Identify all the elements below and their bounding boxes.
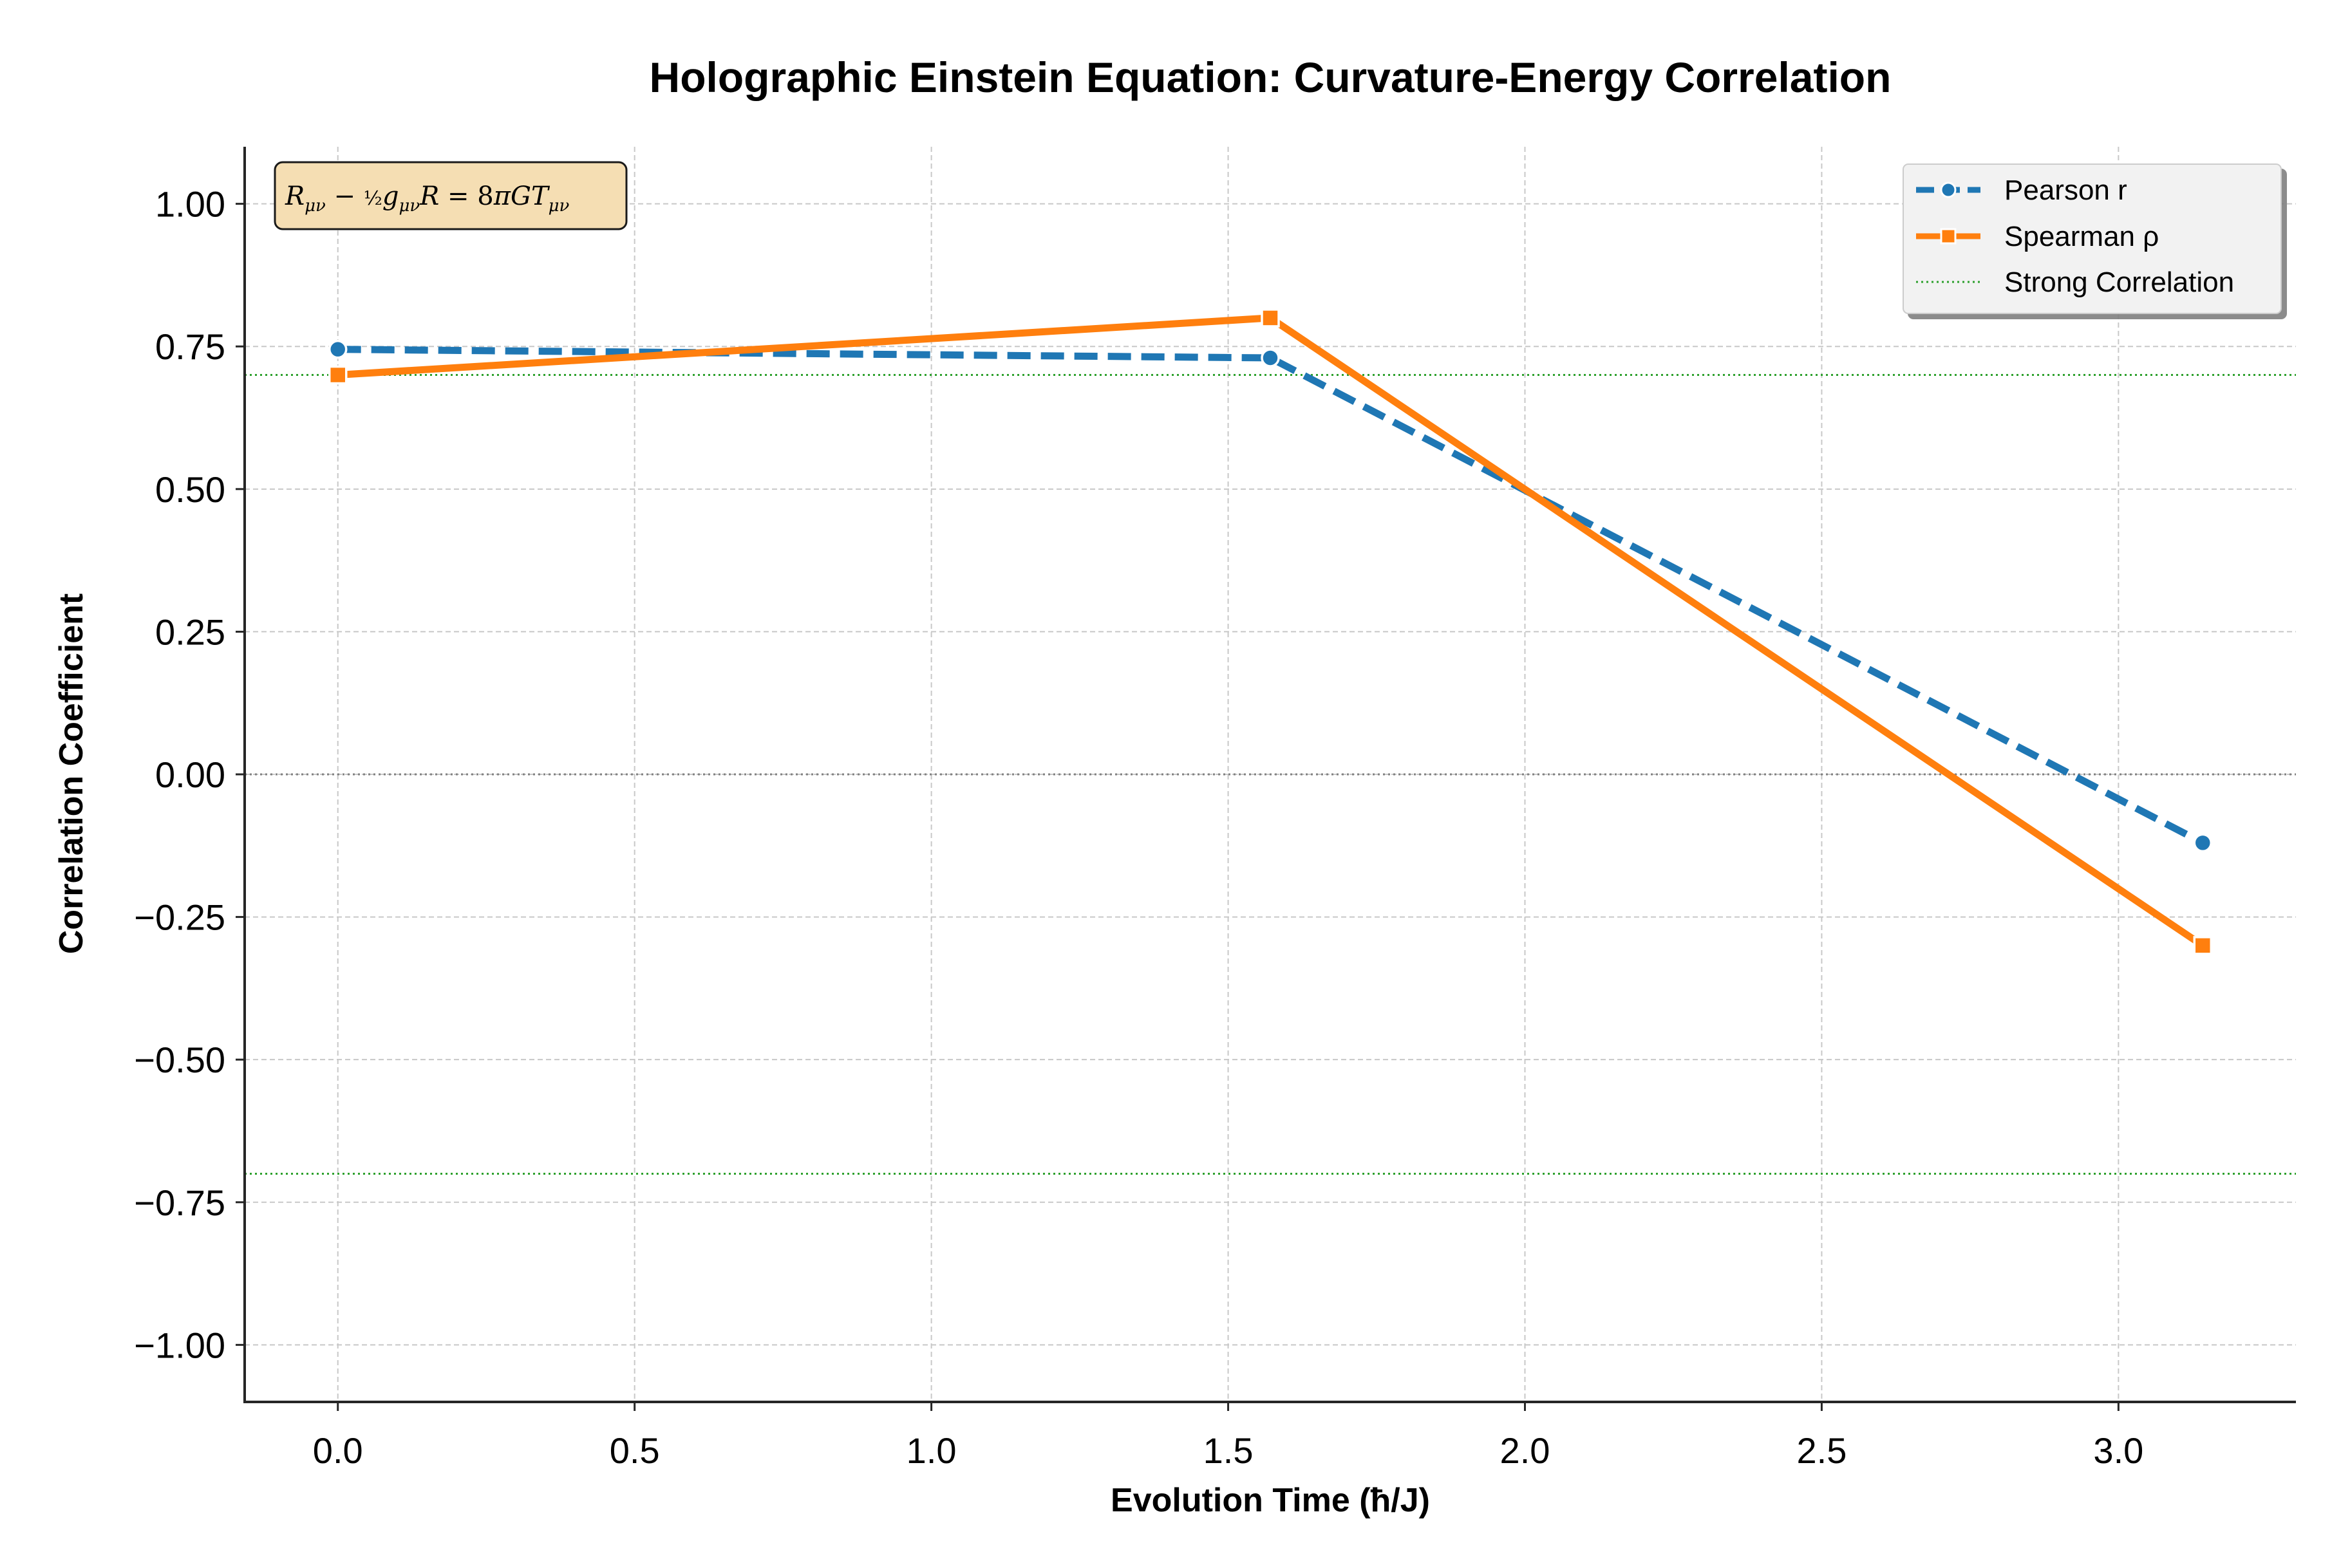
y-tick-label: −1.00: [134, 1325, 225, 1365]
series-lines: [328, 308, 2213, 955]
reference-lines: [245, 374, 2296, 1175]
legend-strong-label: Strong Correlation: [2004, 266, 2234, 298]
y-axis-label: Correlation Coefficient: [53, 593, 90, 955]
pearson-point: [2193, 833, 2213, 853]
legend-spearman-marker: [1940, 228, 1957, 245]
y-tick-label: −0.25: [134, 897, 225, 938]
legend-pearson-label: Pearson r: [2004, 174, 2127, 206]
formula-text: Rμν − ½gμνR = 8πGTμν: [285, 182, 570, 216]
y-tick-label: 0.00: [155, 754, 225, 795]
legend-spearman-label: Spearman ρ: [2004, 221, 2159, 252]
legend-item-strong: Strong Correlation: [1916, 266, 2234, 298]
chart-title: Holographic Einstein Equation: Curvature…: [650, 53, 1892, 101]
spearman-point: [2193, 936, 2213, 955]
y-tick-label: 0.25: [155, 611, 225, 652]
y-tick-label: 0.50: [155, 469, 225, 510]
legend-item-spearman: Spearman ρ: [1916, 221, 2159, 252]
legend-item-pearson: Pearson r: [1916, 174, 2127, 206]
y-tick-label: −0.75: [134, 1182, 225, 1223]
pearson-point: [1261, 348, 1280, 368]
x-tick-label: 2.0: [1500, 1430, 1550, 1471]
y-tick-label: 0.75: [155, 326, 225, 367]
x-tick-label: 2.5: [1796, 1430, 1847, 1471]
y-tick-label: 1.00: [155, 184, 225, 225]
y-tick-label: −0.50: [134, 1040, 225, 1080]
formula-box: [274, 161, 628, 230]
x-tick-label: 1.0: [907, 1430, 957, 1471]
spearman-point: [1261, 308, 1280, 328]
pearson-series-line: [337, 346, 2205, 846]
legend: Pearson r Spearman ρ Strong Correlation: [1903, 163, 2282, 314]
formula-annotation: Rμν − ½gμνR = 8πGTμν: [274, 161, 628, 230]
x-tick-label: 0.0: [313, 1430, 363, 1471]
y-ticks: 1.00 0.75 0.50 0.25 0.00 −0.25 −0.50 −0.75 −1.00: [134, 184, 245, 1365]
legend-pearson-marker: [1940, 182, 1957, 198]
spearman-point: [328, 365, 348, 385]
x-tick-label: 3.0: [2093, 1430, 2143, 1471]
pearson-point: [328, 339, 348, 359]
x-ticks: 0.0 0.5 1.0 1.5 2.0 2.5 3.0: [313, 1402, 2143, 1471]
x-tick-label: 0.5: [610, 1430, 660, 1471]
x-axis-label: Evolution Time (ħ/J): [1111, 1482, 1430, 1519]
legend-box: [1903, 163, 2282, 314]
x-tick-label: 1.5: [1203, 1430, 1254, 1471]
